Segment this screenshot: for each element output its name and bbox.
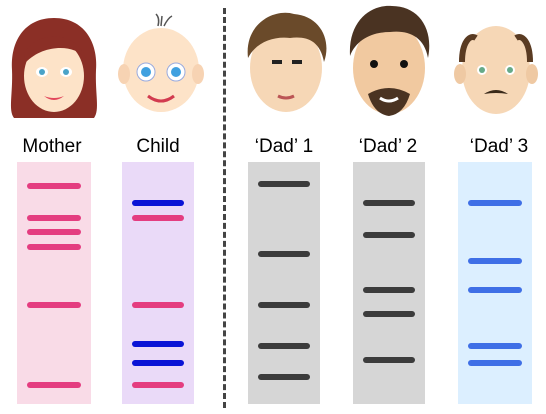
child-band-4 <box>132 340 184 347</box>
dad1-band-5 <box>258 374 310 381</box>
dad2-label: ‘Dad’ 2 <box>358 136 418 157</box>
child-band-1 <box>132 200 184 207</box>
dad3-gel-lane <box>458 162 532 404</box>
dad3-face-icon <box>454 26 538 114</box>
dad2-band-1 <box>363 200 415 207</box>
mother-band-4 <box>27 243 81 250</box>
dad3-label: ‘Dad’ 3 <box>469 136 529 157</box>
dad3-band-3 <box>468 287 522 294</box>
child-band-6 <box>132 381 184 388</box>
dad1-label: ‘Dad’ 1 <box>254 136 314 157</box>
dad3-band-4 <box>468 342 522 349</box>
child-gel-lane <box>122 162 194 404</box>
dad2-band-4 <box>363 311 415 318</box>
dad2-band-2 <box>363 231 415 238</box>
mother-band-2 <box>27 214 81 221</box>
dad1-band-1 <box>258 180 310 187</box>
dad2-gel-lane <box>353 162 425 404</box>
mother-band-1 <box>27 183 81 190</box>
dad2-face-icon <box>349 5 430 116</box>
dad1-band-4 <box>258 342 310 349</box>
child-label: Child <box>136 136 180 157</box>
dad1-gel-lane <box>248 162 320 404</box>
mother-band-5 <box>27 301 81 308</box>
dad3-band-5 <box>468 359 522 366</box>
dad1-face-icon <box>247 12 327 112</box>
mother-face-icon <box>10 18 98 118</box>
dad1-band-2 <box>258 250 310 257</box>
mother-label: Mother <box>22 136 82 157</box>
dashed-divider <box>223 8 226 408</box>
dad3-band-2 <box>468 258 522 265</box>
dad2-band-5 <box>363 357 415 364</box>
mother-gel-lane <box>17 162 91 404</box>
dad1-band-3 <box>258 301 310 308</box>
mother-band-3 <box>27 229 81 236</box>
child-band-2 <box>132 214 184 221</box>
child-band-3 <box>132 301 184 308</box>
dad2-band-3 <box>363 287 415 294</box>
child-band-5 <box>132 359 184 366</box>
mother-band-6 <box>27 381 81 388</box>
dad3-band-1 <box>468 200 522 207</box>
child-face-icon <box>118 13 204 112</box>
